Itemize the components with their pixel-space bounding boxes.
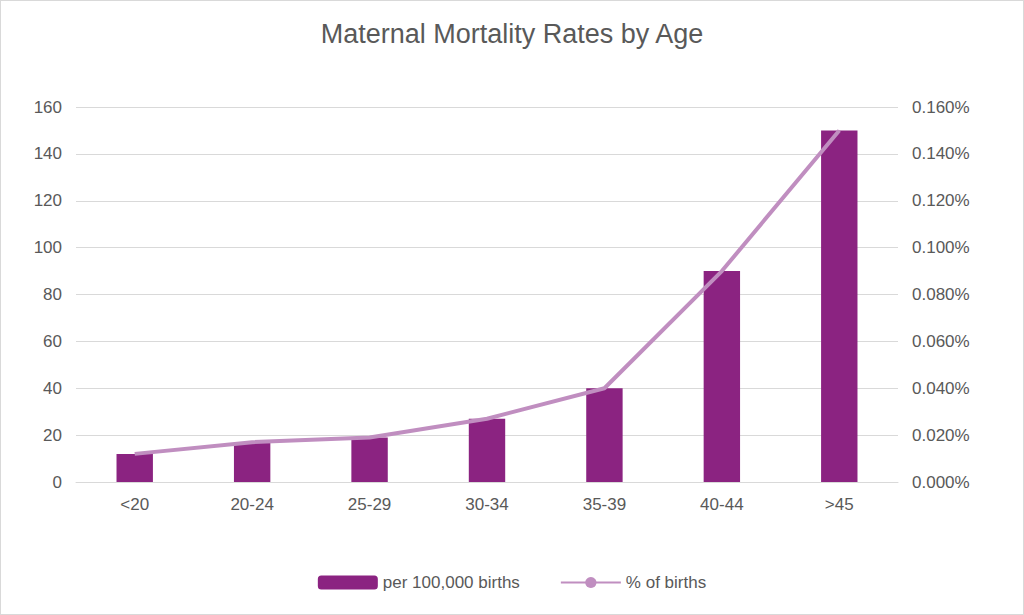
svg-text:60: 60 (43, 332, 62, 351)
svg-text:120: 120 (34, 191, 62, 210)
svg-text:20: 20 (43, 426, 62, 445)
svg-text:0.060%: 0.060% (912, 332, 970, 351)
svg-text:0.100%: 0.100% (912, 238, 970, 257)
svg-text:140: 140 (34, 144, 62, 163)
svg-text:0.000%: 0.000% (912, 473, 970, 492)
svg-text:% of births: % of births (626, 573, 706, 592)
svg-text:35-39: 35-39 (583, 495, 626, 514)
svg-text:0.160%: 0.160% (912, 98, 970, 117)
svg-text:40-44: 40-44 (700, 495, 743, 514)
svg-text:25-29: 25-29 (348, 495, 391, 514)
svg-text:per 100,000 births: per 100,000 births (383, 573, 520, 592)
svg-text:<20: <20 (120, 495, 149, 514)
svg-text:80: 80 (43, 285, 62, 304)
svg-text:0.140%: 0.140% (912, 144, 970, 163)
svg-text:160: 160 (34, 98, 62, 117)
svg-text:0: 0 (53, 473, 62, 492)
svg-text:0.020%: 0.020% (912, 426, 970, 445)
svg-text:Maternal Mortality Rates by Ag: Maternal Mortality Rates by Age (321, 19, 704, 49)
svg-text:20-24: 20-24 (230, 495, 273, 514)
svg-text:40: 40 (43, 379, 62, 398)
svg-text:30-34: 30-34 (465, 495, 508, 514)
svg-text:0.040%: 0.040% (912, 379, 970, 398)
svg-text:>45: >45 (825, 495, 854, 514)
svg-text:0.080%: 0.080% (912, 285, 970, 304)
svg-text:100: 100 (34, 238, 62, 257)
svg-text:0.120%: 0.120% (912, 191, 970, 210)
